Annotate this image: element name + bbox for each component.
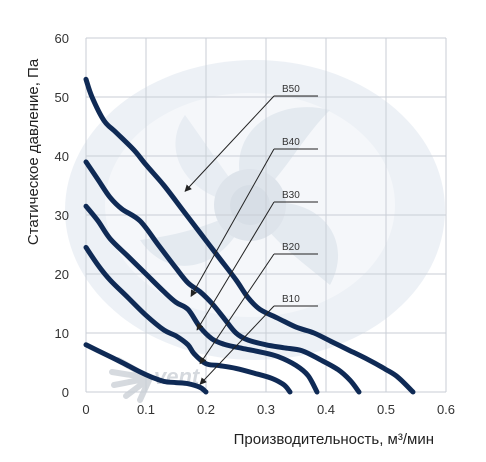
y-axis-label: Статическое давление, Па — [25, 58, 42, 245]
x-tick-label: 0.5 — [377, 402, 395, 417]
series-label-b30: B30 — [282, 190, 300, 201]
curve-b20 — [83, 244, 293, 395]
label-arrow — [184, 95, 275, 192]
y-tick-label: 50 — [55, 90, 69, 105]
series-label-b40: B40 — [282, 137, 300, 148]
x-tick-label: 0 — [82, 402, 89, 417]
series-label-b20: B20 — [282, 242, 300, 253]
y-tick-label: 30 — [55, 208, 69, 223]
x-tick-label: 0.1 — [137, 402, 155, 417]
series-label-b50: B50 — [282, 84, 300, 95]
x-tick-label: 0.4 — [317, 402, 335, 417]
curve-b40 — [83, 159, 362, 395]
label-arrow — [190, 148, 275, 298]
curve-b50 — [83, 76, 416, 395]
y-tick-label: 60 — [55, 31, 69, 46]
label-arrow — [199, 305, 275, 385]
series-label-b10: B10 — [282, 294, 300, 305]
y-tick-label: 0 — [62, 385, 69, 400]
axes: 0 0.1 0.2 0.3 0.4 0.5 0.6 0 10 20 30 40 50 60 — [55, 31, 456, 417]
y-tick-label: 10 — [55, 326, 69, 341]
label-arrow — [196, 201, 275, 331]
curve-b10 — [83, 342, 209, 395]
gridlines — [85, 37, 447, 393]
x-tick-label: 0.2 — [197, 402, 215, 417]
series-labels: B50 B40 B30 B20 B10 — [184, 84, 318, 385]
y-tick-label: 20 — [55, 267, 69, 282]
x-axis-label: Производительность, м³/мин — [234, 431, 434, 448]
y-tick-label: 40 — [55, 149, 69, 164]
label-arrow — [199, 253, 275, 365]
x-tick-label: 0.3 — [257, 402, 275, 417]
x-tick-label: 0.6 — [437, 402, 455, 417]
